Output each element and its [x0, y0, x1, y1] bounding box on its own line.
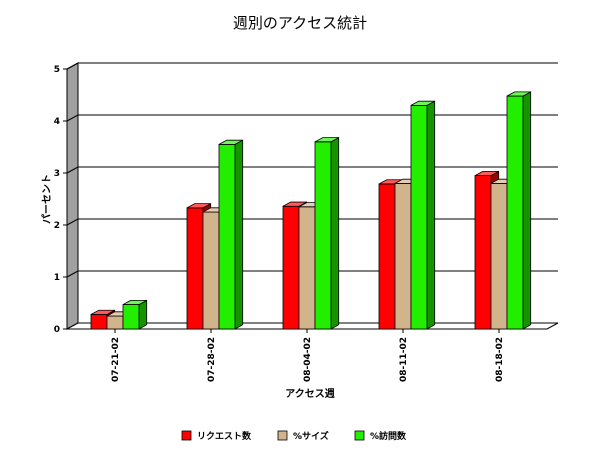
legend-item: リクエスト数: [181, 430, 252, 442]
y-tick-label: 1: [54, 273, 60, 283]
legend-label: %訪問数: [370, 430, 407, 442]
y-axis-label: パーセント: [41, 174, 53, 224]
x-tick-label: 07-21-02: [111, 337, 121, 382]
gridline-side: [66, 166, 79, 174]
legend: リクエスト数 %サイズ %訪問数: [181, 430, 407, 442]
legend-swatch: [354, 430, 365, 441]
x-tick-label: 08-11-02: [399, 337, 409, 382]
gridline-side: [66, 270, 79, 278]
y-tick-label: 5: [54, 65, 60, 75]
legend-swatch: [277, 430, 288, 441]
y-tick-label: 2: [54, 221, 60, 231]
bar: [410, 100, 436, 330]
gridline-side: [66, 114, 79, 122]
legend-label: リクエスト数: [197, 430, 252, 442]
bar: [218, 139, 244, 330]
legend-item: %サイズ: [277, 430, 329, 442]
gridline-side: [66, 62, 79, 70]
y-tick-label: 3: [54, 169, 60, 179]
x-tick-label: 07-28-02: [207, 337, 217, 382]
bar: [506, 91, 532, 330]
bar: [314, 136, 340, 330]
legend-label: %サイズ: [293, 430, 329, 442]
y-ticks: 0 1 2 3 4 5: [54, 65, 67, 335]
side-wall: [66, 62, 79, 330]
x-tick-label: 08-04-02: [303, 337, 313, 382]
bar: [122, 299, 148, 330]
legend-item: %訪問数: [354, 430, 407, 442]
x-ticks: 07-21-02 07-28-02 08-04-02 08-11-02 08-18-02: [111, 329, 505, 382]
bars: [90, 91, 532, 330]
legend-swatch: [181, 430, 192, 441]
y-tick-label: 4: [54, 117, 60, 127]
chart-title: 週別のアクセス統計: [233, 14, 367, 32]
gridline-side: [66, 218, 79, 226]
x-tick-label: 08-18-02: [495, 337, 505, 382]
y-tick-label: 0: [54, 325, 60, 335]
x-axis-label: アクセス週: [285, 388, 335, 400]
